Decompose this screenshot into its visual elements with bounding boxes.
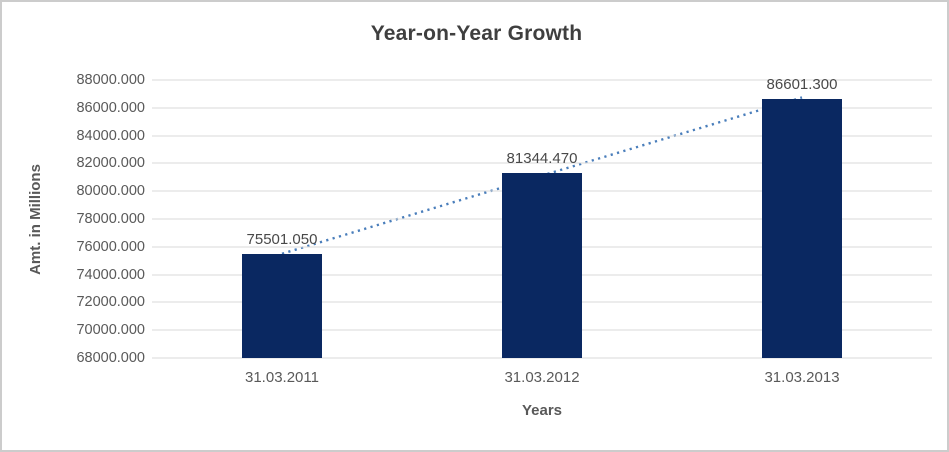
y-tick-label: 88000.000: [76, 72, 145, 88]
data-label: 86601.300: [766, 76, 838, 94]
y-tick-label: 84000.000: [76, 127, 145, 144]
gridline: [152, 107, 932, 109]
x-axis-ticks: 31.03.2011 31.03.2012 31.03.2013: [152, 369, 932, 389]
gridline: [152, 79, 932, 81]
data-label: 81344.470: [506, 149, 578, 167]
y-tick-label: 82000.000: [76, 155, 145, 172]
y-tick-label: 78000.000: [76, 211, 145, 227]
y-tick-label: 80000.000: [76, 183, 145, 200]
y-axis-ticks: 88000.000 86000.000 84000.000 82000.000 8000…: [2, 72, 145, 366]
y-tick-label: 74000.000: [76, 266, 145, 283]
y-tick-label: 72000.000: [76, 294, 145, 311]
x-tick-label: 31.03.2011: [245, 369, 319, 386]
plot-area: 75501.050 81344.470 86601.300: [152, 76, 932, 359]
x-tick-label: 31.03.2013: [764, 369, 840, 386]
gridline: [152, 162, 932, 164]
bar-31.03.2012: [502, 172, 582, 358]
bar-31.03.2011: [241, 253, 322, 358]
chart-title: Year-on-Year Growth: [370, 22, 583, 45]
x-axis-title: Years: [521, 402, 563, 419]
y-tick-label: 86000.000: [76, 99, 145, 116]
y-tick-label: 70000.000: [76, 322, 145, 339]
x-tick-label: 31.03.2012: [504, 369, 580, 386]
y-tick-label: 68000.000: [76, 350, 145, 366]
data-label: 75501.050: [246, 230, 318, 248]
bar-31.03.2013: [762, 99, 842, 358]
y-tick-label: 76000.000: [76, 238, 145, 255]
gridline: [152, 357, 932, 359]
gridline: [152, 135, 932, 137]
